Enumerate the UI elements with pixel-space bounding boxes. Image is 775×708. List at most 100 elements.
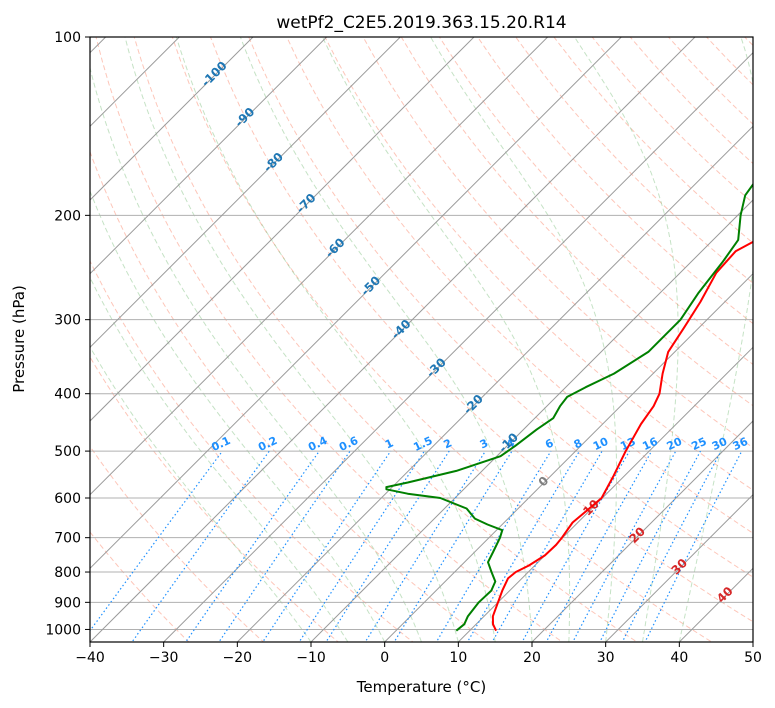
mixing-ratio-line	[262, 450, 392, 642]
isotherm-gridline	[90, 37, 475, 422]
mixing-ratio-label: 10	[591, 435, 611, 453]
isotherm-gridline	[383, 272, 753, 642]
isotherm-gridline	[162, 51, 753, 642]
moist-adiabat	[90, 345, 312, 642]
y-tick-label: 700	[54, 531, 81, 547]
mixing-ratio-line	[364, 450, 486, 642]
dry-adiabat	[209, 37, 753, 623]
dry-adiabat	[133, 37, 638, 642]
mixing-ratio-line	[218, 450, 351, 642]
y-axis-label: Pressure (hPa)	[10, 285, 28, 393]
moist-adiabat	[322, 37, 571, 642]
x-tick-label: 40	[670, 650, 688, 666]
mixing-ratio-line	[572, 450, 677, 642]
isotherm-gridline	[90, 37, 328, 275]
isotherm-label: -20	[461, 392, 486, 417]
isotherm-gridline	[0, 10, 59, 654]
mixing-ratio-line	[393, 450, 513, 642]
isotherm-gridline	[90, 37, 549, 496]
x-tick-label: −40	[75, 650, 105, 666]
dry-adiabat	[756, 10, 775, 654]
mixing-ratio-line	[545, 450, 653, 642]
dry-adiabat	[515, 37, 753, 284]
isotherm-gridline	[90, 37, 402, 349]
mixing-ratio-label: 16	[640, 435, 660, 453]
isotherm-gridline	[90, 37, 623, 570]
mixing-ratio-line	[185, 450, 320, 642]
mixing-ratio-line	[621, 450, 722, 642]
dry-adiabat	[591, 37, 753, 204]
mixing-ratio-line	[298, 450, 425, 642]
x-tick-label: −30	[149, 650, 179, 666]
mixing-ratio-line	[131, 450, 270, 642]
dry-adiabat	[90, 259, 414, 642]
y-tick-label: 300	[54, 313, 81, 329]
x-tick-label: 20	[523, 650, 541, 666]
dry-adiabat	[90, 356, 339, 642]
dewpoint-profile	[385, 182, 753, 632]
x-tick-label: −20	[223, 650, 253, 666]
y-tick-label: 1000	[45, 622, 81, 638]
dry-adiabat	[400, 37, 753, 407]
x-tick-label: 30	[597, 650, 615, 666]
mixing-ratio-label: 25	[689, 435, 708, 453]
mixing-ratio-label: 36	[731, 435, 751, 453]
mixing-ratio-label: 6	[543, 436, 556, 451]
isotherm-gridline	[90, 37, 181, 128]
isotherm-gridline	[236, 125, 753, 642]
mixing-ratio-label: 13	[618, 435, 637, 453]
dry-adiabat	[248, 37, 753, 578]
dry-adiabat	[744, 37, 753, 47]
isotherm-label: -50	[358, 273, 383, 298]
mixing-ratio-line	[644, 450, 743, 642]
dry-adiabat	[90, 150, 489, 642]
isotherm-label: 0	[536, 474, 552, 490]
dry-adiabat	[362, 37, 753, 449]
isotherm-label: 30	[668, 556, 690, 578]
isotherm-gridline	[90, 37, 696, 642]
moist-adiabat	[678, 37, 753, 642]
mixing-ratio-line	[599, 450, 702, 642]
y-tick-label: 900	[54, 595, 81, 611]
moist-adiabat	[90, 189, 386, 642]
isotherm-label: -90	[232, 105, 257, 130]
dry-adiabat	[95, 37, 564, 642]
mixing-ratio-line	[491, 450, 603, 642]
dry-adiabat	[477, 37, 753, 325]
mixing-ratio-label: 20	[665, 435, 685, 453]
temperature-profile	[491, 240, 753, 632]
y-tick-label: 800	[54, 565, 81, 581]
isotherm-gridline	[531, 420, 753, 642]
y-tick-label: 600	[54, 491, 81, 507]
mixing-ratio-line	[466, 450, 580, 642]
mixing-ratio-label: 30	[710, 435, 730, 453]
moist-adiabat	[430, 37, 617, 642]
moist-adiabat	[239, 37, 533, 642]
x-tick-label: 0	[380, 650, 389, 666]
mixing-ratio-line	[325, 450, 450, 642]
mixing-ratio-label: 2	[442, 436, 454, 451]
isotherm-gridline	[310, 199, 753, 642]
y-tick-label: 100	[54, 30, 81, 46]
y-tick-label: 200	[54, 208, 81, 224]
mixing-ratio-line	[435, 450, 552, 642]
moist-adiabat	[124, 37, 459, 642]
x-axis-label: Temperature (°C)	[356, 678, 486, 696]
isotherm-label: -60	[322, 235, 347, 260]
isotherm-gridline	[752, 641, 753, 642]
y-tick-label: 400	[54, 387, 81, 403]
x-tick-label: −10	[296, 650, 326, 666]
isotherm-label: 20	[626, 524, 648, 546]
isotherm-label: -30	[424, 355, 449, 380]
isotherm-gridline	[90, 37, 254, 201]
isotherm-gridline	[678, 567, 753, 642]
moist-adiabat	[90, 276, 349, 642]
x-tick-label: 50	[744, 650, 762, 666]
x-tick-label: 10	[449, 650, 467, 666]
dry-adiabat	[705, 37, 753, 86]
isotherm-label: -70	[293, 191, 318, 216]
chart-title: wetPf2_C2E5.2019.363.15.20.R14	[276, 13, 566, 33]
dry-adiabat	[629, 37, 753, 165]
